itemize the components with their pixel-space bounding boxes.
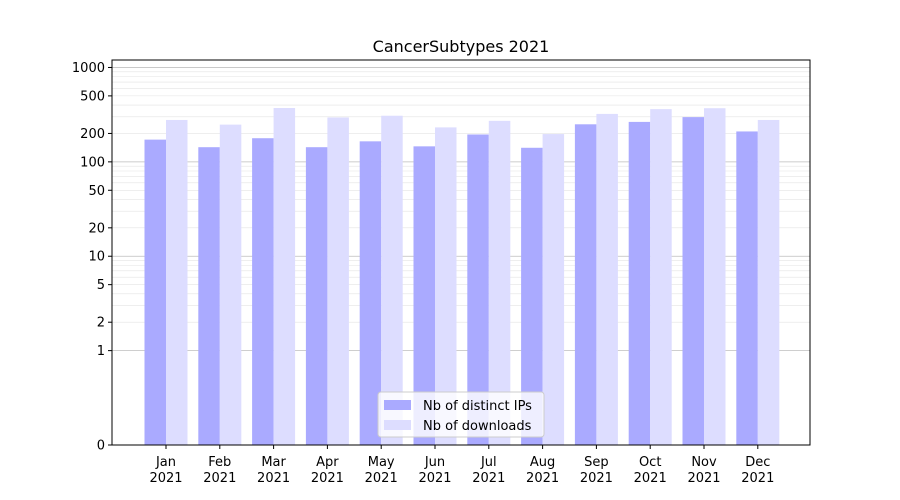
- legend-swatch: [384, 400, 411, 410]
- bar-downloads: [542, 134, 565, 445]
- legend-swatch: [384, 420, 411, 430]
- y-tick-label: 0: [97, 439, 105, 454]
- bar-distinct-ips: [144, 139, 166, 445]
- y-tick-label: 100: [80, 155, 105, 170]
- x-tick-label-year: 2021: [580, 471, 613, 486]
- plot-frame: [111, 59, 811, 446]
- x-tick-label-year: 2021: [741, 471, 774, 486]
- bar-distinct-ips: [252, 138, 274, 445]
- x-tick-label-month: Nov: [691, 455, 717, 470]
- bar-distinct-ips: [628, 121, 651, 445]
- legend-label: Nb of distinct IPs: [423, 399, 532, 414]
- x-tick-label-year: 2021: [687, 471, 720, 486]
- x-tick-label-year: 2021: [365, 471, 398, 486]
- bar-downloads: [166, 119, 188, 445]
- bar-downloads: [596, 113, 618, 445]
- bar-distinct-ips: [413, 146, 435, 445]
- legend-label: Nb of downloads: [423, 419, 532, 434]
- bar-distinct-ips: [521, 147, 543, 445]
- chart-title: CancerSubtypes 2021: [373, 37, 550, 56]
- y-tick-label: 1000: [72, 61, 105, 76]
- x-axis-ticks: Jan2021Feb2021Mar2021Apr2021May2021Jun20…: [149, 445, 774, 486]
- x-tick-label-month: Sep: [584, 455, 609, 470]
- y-tick-label: 20: [88, 221, 105, 236]
- x-tick-label-year: 2021: [149, 471, 182, 486]
- y-tick-label: 10: [88, 250, 105, 265]
- bar-downloads: [757, 119, 780, 445]
- bar-downloads: [488, 120, 511, 445]
- x-tick-label-year: 2021: [311, 471, 344, 486]
- legend-box: [377, 391, 545, 438]
- y-tick-label: 200: [80, 127, 105, 142]
- bars: [144, 108, 780, 446]
- x-tick-label-month: Oct: [639, 455, 661, 470]
- x-tick-label-month: Apr: [316, 455, 339, 470]
- x-tick-label-year: 2021: [526, 471, 559, 486]
- y-axis-ticks: 0 1 2 5 10 20 50 100 200 500 1000: [72, 61, 112, 454]
- bar-downloads: [219, 124, 242, 446]
- y-tick-label: 50: [88, 184, 105, 199]
- bar-downloads: [381, 115, 403, 446]
- bar-distinct-ips: [198, 147, 220, 445]
- x-tick-label-month: Aug: [530, 455, 555, 470]
- bar-distinct-ips: [736, 131, 758, 445]
- bar-downloads: [435, 127, 457, 446]
- bar-downloads: [327, 117, 349, 445]
- bar-distinct-ips: [574, 124, 597, 446]
- x-tick-label-year: 2021: [472, 471, 505, 486]
- x-tick-label-month: Dec: [745, 455, 770, 470]
- y-tick-label: 1: [97, 344, 105, 359]
- legend: Nb of distinct IPs Nb of downloads: [377, 391, 545, 438]
- x-tick-label-month: Jul: [480, 455, 497, 470]
- x-tick-label-year: 2021: [418, 471, 451, 486]
- bar-distinct-ips: [467, 134, 489, 445]
- x-tick-label-month: Jan: [155, 455, 176, 470]
- y-tick-label: 500: [80, 89, 105, 104]
- x-tick-label-month: Feb: [208, 455, 231, 470]
- bar-distinct-ips: [682, 117, 704, 445]
- x-tick-label-year: 2021: [634, 471, 667, 486]
- bar-downloads: [650, 109, 672, 446]
- y-tick-label: 5: [97, 278, 105, 293]
- x-tick-label-year: 2021: [203, 471, 236, 486]
- bar-downloads: [704, 108, 726, 445]
- x-tick-label-month: Jun: [424, 455, 445, 470]
- x-tick-label-year: 2021: [257, 471, 290, 486]
- bar-downloads: [273, 108, 296, 446]
- y-tick-label: 2: [97, 316, 105, 331]
- bar-distinct-ips: [305, 147, 328, 445]
- bar-distinct-ips: [359, 141, 382, 446]
- x-tick-label-month: Mar: [261, 455, 286, 470]
- x-tick-label-month: May: [368, 455, 395, 470]
